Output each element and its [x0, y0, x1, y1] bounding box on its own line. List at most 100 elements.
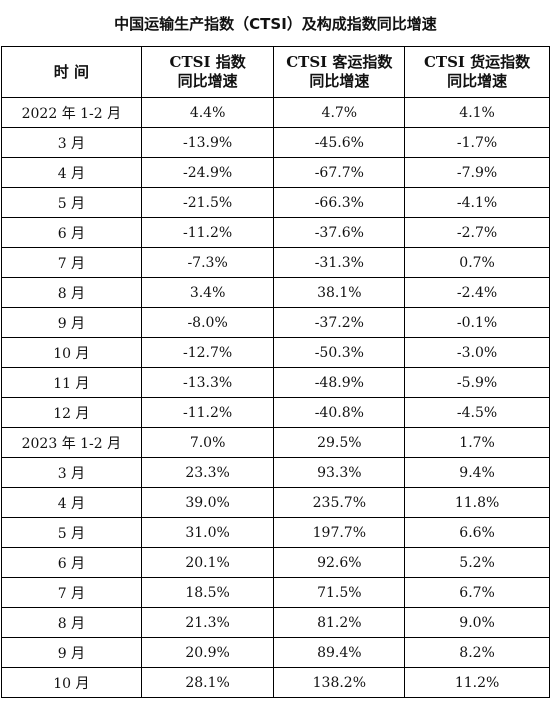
passenger-cell: 197.7% — [273, 517, 406, 548]
ctsi-cell: -13.3% — [140, 367, 275, 398]
table-row: 2023 年 1-2 月 7.0% 29.5% 1.7% — [1, 427, 550, 458]
header-passenger: CTSI 客运指数 同比增速 — [273, 46, 406, 98]
ctsi-cell: -8.0% — [140, 307, 275, 338]
freight-cell: -2.4% — [404, 277, 550, 308]
period-cell: 9 月 — [1, 637, 142, 668]
passenger-cell: -40.8% — [273, 397, 406, 428]
freight-cell: -7.9% — [404, 157, 550, 188]
ctsi-cell: -11.2% — [140, 217, 275, 248]
passenger-cell: 89.4% — [273, 637, 406, 668]
ctsi-cell: 23.3% — [140, 457, 275, 488]
period-cell: 8 月 — [1, 277, 142, 308]
table-row: 12 月 -11.2% -40.8% -4.5% — [1, 397, 550, 428]
period-cell: 3 月 — [1, 457, 142, 488]
freight-cell: 0.7% — [404, 247, 550, 278]
ctsi-cell: -12.7% — [140, 337, 275, 368]
passenger-cell: 92.6% — [273, 547, 406, 578]
period-cell: 7 月 — [1, 247, 142, 278]
freight-cell: 9.4% — [404, 457, 550, 488]
period-cell: 4 月 — [1, 487, 142, 518]
passenger-cell: -50.3% — [273, 337, 406, 368]
freight-cell: -5.9% — [404, 367, 550, 398]
table-row: 3 月 -13.9% -45.6% -1.7% — [1, 127, 550, 158]
ctsi-cell: -13.9% — [140, 127, 275, 158]
ctsi-cell: 21.3% — [140, 607, 275, 638]
freight-cell: 11.2% — [404, 667, 550, 698]
ctsi-cell: 28.1% — [140, 667, 275, 698]
passenger-cell: -37.6% — [273, 217, 406, 248]
ctsi-cell: 20.9% — [140, 637, 275, 668]
table-row: 9 月 20.9% 89.4% 8.2% — [1, 637, 550, 668]
header-ctsi-line1: CTSI 指数 — [169, 53, 246, 71]
passenger-cell: -48.9% — [273, 367, 406, 398]
freight-cell: 6.6% — [404, 517, 550, 548]
table-row: 9 月 -8.0% -37.2% -0.1% — [1, 307, 550, 338]
table-row: 11 月 -13.3% -48.9% -5.9% — [1, 367, 550, 398]
period-cell: 6 月 — [1, 217, 142, 248]
period-cell: 2022 年 1-2 月 — [1, 97, 142, 128]
table-row: 3 月 23.3% 93.3% 9.4% — [1, 457, 550, 488]
period-cell: 9 月 — [1, 307, 142, 338]
passenger-cell: -37.2% — [273, 307, 406, 338]
period-cell: 5 月 — [1, 187, 142, 218]
freight-cell: -4.5% — [404, 397, 550, 428]
ctsi-cell: 20.1% — [140, 547, 275, 578]
ctsi-cell: 4.4% — [140, 97, 275, 128]
header-row: 时 间 CTSI 指数 同比增速 CTSI 客运指数 同比增速 CTSI 货运指… — [1, 46, 550, 98]
period-cell: 2023 年 1-2 月 — [1, 427, 142, 458]
passenger-cell: 38.1% — [273, 277, 406, 308]
table-row: 8 月 21.3% 81.2% 9.0% — [1, 607, 550, 638]
table-row: 5 月 31.0% 197.7% 6.6% — [1, 517, 550, 548]
table-row: 8 月 3.4% 38.1% -2.4% — [1, 277, 550, 308]
ctsi-cell: -11.2% — [140, 397, 275, 428]
period-cell: 10 月 — [1, 667, 142, 698]
ctsi-cell: 31.0% — [140, 517, 275, 548]
passenger-cell: 138.2% — [273, 667, 406, 698]
ctsi-cell: -7.3% — [140, 247, 275, 278]
table-row: 6 月 -11.2% -37.6% -2.7% — [1, 217, 550, 248]
table-row: 6 月 20.1% 92.6% 5.2% — [1, 547, 550, 578]
passenger-cell: -31.3% — [273, 247, 406, 278]
passenger-cell: 81.2% — [273, 607, 406, 638]
passenger-cell: 235.7% — [273, 487, 406, 518]
passenger-cell: -45.6% — [273, 127, 406, 158]
ctsi-cell: 7.0% — [140, 427, 275, 458]
table-row: 10 月 28.1% 138.2% 11.2% — [1, 667, 550, 698]
passenger-cell: 71.5% — [273, 577, 406, 608]
header-period: 时 间 — [1, 46, 142, 98]
table-row: 7 月 -7.3% -31.3% 0.7% — [1, 247, 550, 278]
table-row: 5 月 -21.5% -66.3% -4.1% — [1, 187, 550, 218]
period-cell: 12 月 — [1, 397, 142, 428]
freight-cell: 1.7% — [404, 427, 550, 458]
freight-cell: -2.7% — [404, 217, 550, 248]
period-cell: 4 月 — [1, 157, 142, 188]
period-cell: 7 月 — [1, 577, 142, 608]
period-cell: 6 月 — [1, 547, 142, 578]
ctsi-cell: -24.9% — [140, 157, 275, 188]
table-row: 2022 年 1-2 月 4.4% 4.7% 4.1% — [1, 97, 550, 128]
freight-cell: 8.2% — [404, 637, 550, 668]
freight-cell: -0.1% — [404, 307, 550, 338]
table-title: 中国运输生产指数（CTSI）及构成指数同比增速 — [114, 15, 437, 33]
header-ctsi: CTSI 指数 同比增速 — [140, 46, 275, 98]
freight-cell: -4.1% — [404, 187, 550, 218]
passenger-cell: 4.7% — [273, 97, 406, 128]
period-cell: 10 月 — [1, 337, 142, 368]
header-freight: CTSI 货运指数 同比增速 — [404, 46, 550, 98]
header-ctsi-line2: 同比增速 — [177, 72, 238, 90]
header-period-label: 时 间 — [53, 62, 89, 81]
freight-cell: 5.2% — [404, 547, 550, 578]
period-cell: 3 月 — [1, 127, 142, 158]
passenger-cell: -67.7% — [273, 157, 406, 188]
ctsi-growth-table: 时 间 CTSI 指数 同比增速 CTSI 客运指数 同比增速 CTSI 货运指… — [1, 46, 550, 698]
passenger-cell: -66.3% — [273, 187, 406, 218]
header-freight-line2: 同比增速 — [447, 72, 508, 90]
table-row: 4 月 -24.9% -67.7% -7.9% — [1, 157, 550, 188]
freight-cell: 6.7% — [404, 577, 550, 608]
passenger-cell: 29.5% — [273, 427, 406, 458]
period-cell: 8 月 — [1, 607, 142, 638]
freight-cell: 9.0% — [404, 607, 550, 638]
ctsi-cell: 18.5% — [140, 577, 275, 608]
passenger-cell: 93.3% — [273, 457, 406, 488]
freight-cell: -3.0% — [404, 337, 550, 368]
